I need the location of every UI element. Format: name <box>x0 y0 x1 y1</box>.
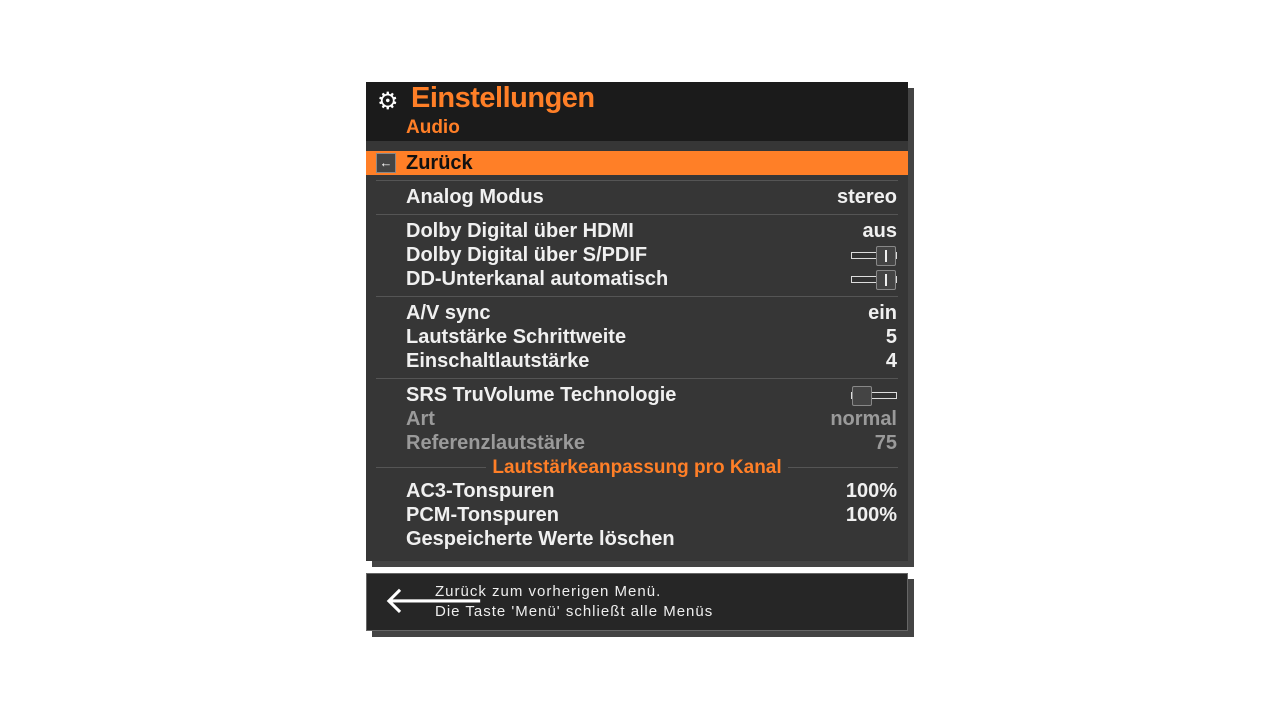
menu-item-label: DD-Unterkanal automatisch <box>406 268 669 290</box>
help-line-1: Zurück zum vorherigen Menü. <box>435 583 662 600</box>
menu-item[interactable]: AC3-Tonspuren 100% <box>366 479 908 503</box>
help-footer: 🡐 Zurück zum vorherigen Menü. Die Taste … <box>366 573 908 631</box>
menu-item-label: SRS TruVolume Technologie <box>406 384 677 406</box>
menu-item[interactable]: PCM-Tonspuren 100% <box>366 503 908 527</box>
section-header: Lautstärkeanpassung pro Kanal <box>376 456 898 480</box>
menu-item-label: Referenzlautstärke <box>406 432 585 454</box>
toggle-knob <box>876 270 896 290</box>
menu-item-label: Dolby Digital über HDMI <box>406 220 634 242</box>
header: ⚙ Einstellungen Audio <box>366 82 908 141</box>
menu-item-label: Lautstärke Schrittweite <box>406 326 627 348</box>
menu-item-value: 100% <box>845 480 897 502</box>
menu-item[interactable]: Einschaltlautstärke 4 <box>366 349 908 373</box>
page-title: Einstellungen <box>411 82 595 114</box>
menu-item-label: Einschaltlautstärke <box>406 350 590 372</box>
toggle-switch[interactable] <box>851 246 897 266</box>
gear-icon: ⚙ <box>377 87 399 115</box>
menu-item-value: 75 <box>874 432 897 454</box>
settings-panel: ⚙ Einstellungen Audio ← Zurück Lautstärk… <box>366 82 908 561</box>
menu-item-label: Dolby Digital über S/PDIF <box>406 244 648 266</box>
menu-item-value: 5 <box>885 326 897 348</box>
menu-item: Art normal <box>366 407 908 431</box>
help-line-2: Die Taste 'Menü' schließt alle Menüs <box>435 603 714 620</box>
menu-item[interactable]: Lautstärke Schrittweite 5 <box>366 325 908 349</box>
menu-item[interactable]: Gespeicherte Werte löschen <box>366 527 908 551</box>
back-label: Zurück <box>406 152 473 174</box>
menu-item[interactable]: Dolby Digital über HDMI aus <box>366 219 908 243</box>
menu-item-value: aus <box>862 220 897 242</box>
divider <box>376 378 898 379</box>
menu-item-value: 100% <box>845 504 897 526</box>
divider <box>376 180 898 181</box>
menu-item-label: A/V sync <box>406 302 491 324</box>
menu-item[interactable]: SRS TruVolume Technologie <box>366 383 908 407</box>
menu-item[interactable]: DD-Unterkanal automatisch <box>366 267 908 291</box>
menu-item[interactable]: Analog Modus stereo <box>366 185 908 209</box>
menu-item-value: stereo <box>836 186 897 208</box>
back-button[interactable]: ← Zurück <box>366 151 908 175</box>
arrow-left-icon: 🡐 <box>383 578 485 622</box>
toggle-switch[interactable] <box>851 386 897 406</box>
divider <box>376 296 898 297</box>
menu-item[interactable]: Dolby Digital über S/PDIF <box>366 243 908 267</box>
toggle-switch[interactable] <box>851 270 897 290</box>
section-title: Lautstärkeanpassung pro Kanal <box>486 457 788 478</box>
menu-item-label: Analog Modus <box>406 186 544 208</box>
menu-item-label: Gespeicherte Werte löschen <box>406 528 675 550</box>
menu-item-value: 4 <box>885 350 897 372</box>
menu-item-label: Art <box>406 408 435 430</box>
menu-item-value: ein <box>868 302 897 324</box>
toggle-knob <box>852 386 872 406</box>
arrow-left-icon: ← <box>376 153 396 173</box>
menu-item-label: PCM-Tonspuren <box>406 504 559 526</box>
menu-item-value: normal <box>830 408 897 430</box>
menu-item[interactable]: A/V sync ein <box>366 301 908 325</box>
page-subtitle: Audio <box>406 117 460 138</box>
divider <box>376 214 898 215</box>
menu-item-label: AC3-Tonspuren <box>406 480 555 502</box>
menu-item: Referenzlautstärke 75 <box>366 431 908 455</box>
toggle-knob <box>876 246 896 266</box>
